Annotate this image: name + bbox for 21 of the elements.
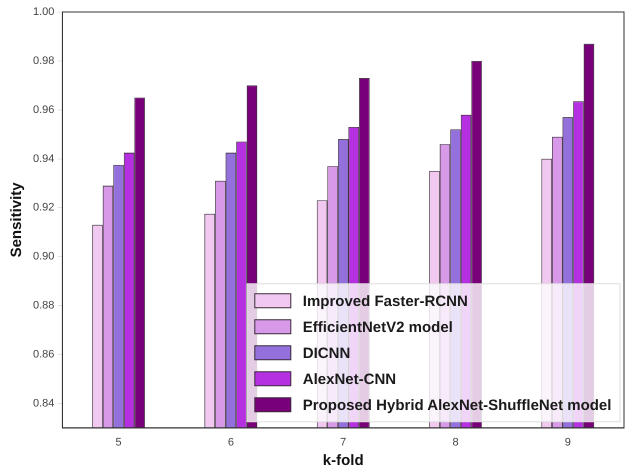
y-tick-label: 0.90 — [32, 250, 54, 263]
x-tick-label: 5 — [116, 436, 122, 448]
y-tick-label: 0.94 — [32, 152, 54, 165]
y-tick-label: 0.98 — [32, 54, 54, 67]
legend-label: EfficientNetV2 model — [302, 318, 453, 336]
legend-label: Proposed Hybrid AlexNet-ShuffleNet model — [302, 396, 612, 414]
y-tick-label: 0.84 — [32, 397, 54, 410]
y-tick-label: 0.96 — [32, 104, 54, 116]
x-tick-label: 9 — [564, 436, 571, 448]
y-tick-label: 0.88 — [32, 300, 54, 312]
legend-label: DICNN — [302, 344, 350, 362]
y-tick-label: 0.86 — [32, 348, 54, 360]
x-axis-title: k-fold — [322, 452, 364, 470]
y-tick-label: 0.92 — [32, 202, 54, 214]
x-tick-label: 6 — [228, 436, 234, 448]
y-tick-label: 1.00 — [32, 6, 54, 18]
y-axis-title: Sensitivity — [8, 182, 26, 258]
x-tick-label: 7 — [340, 436, 346, 448]
legend-label: AlexNet-CNN — [302, 370, 396, 388]
legend-label: Improved Faster-RCNN — [302, 292, 468, 310]
x-tick-label: 8 — [452, 436, 459, 448]
